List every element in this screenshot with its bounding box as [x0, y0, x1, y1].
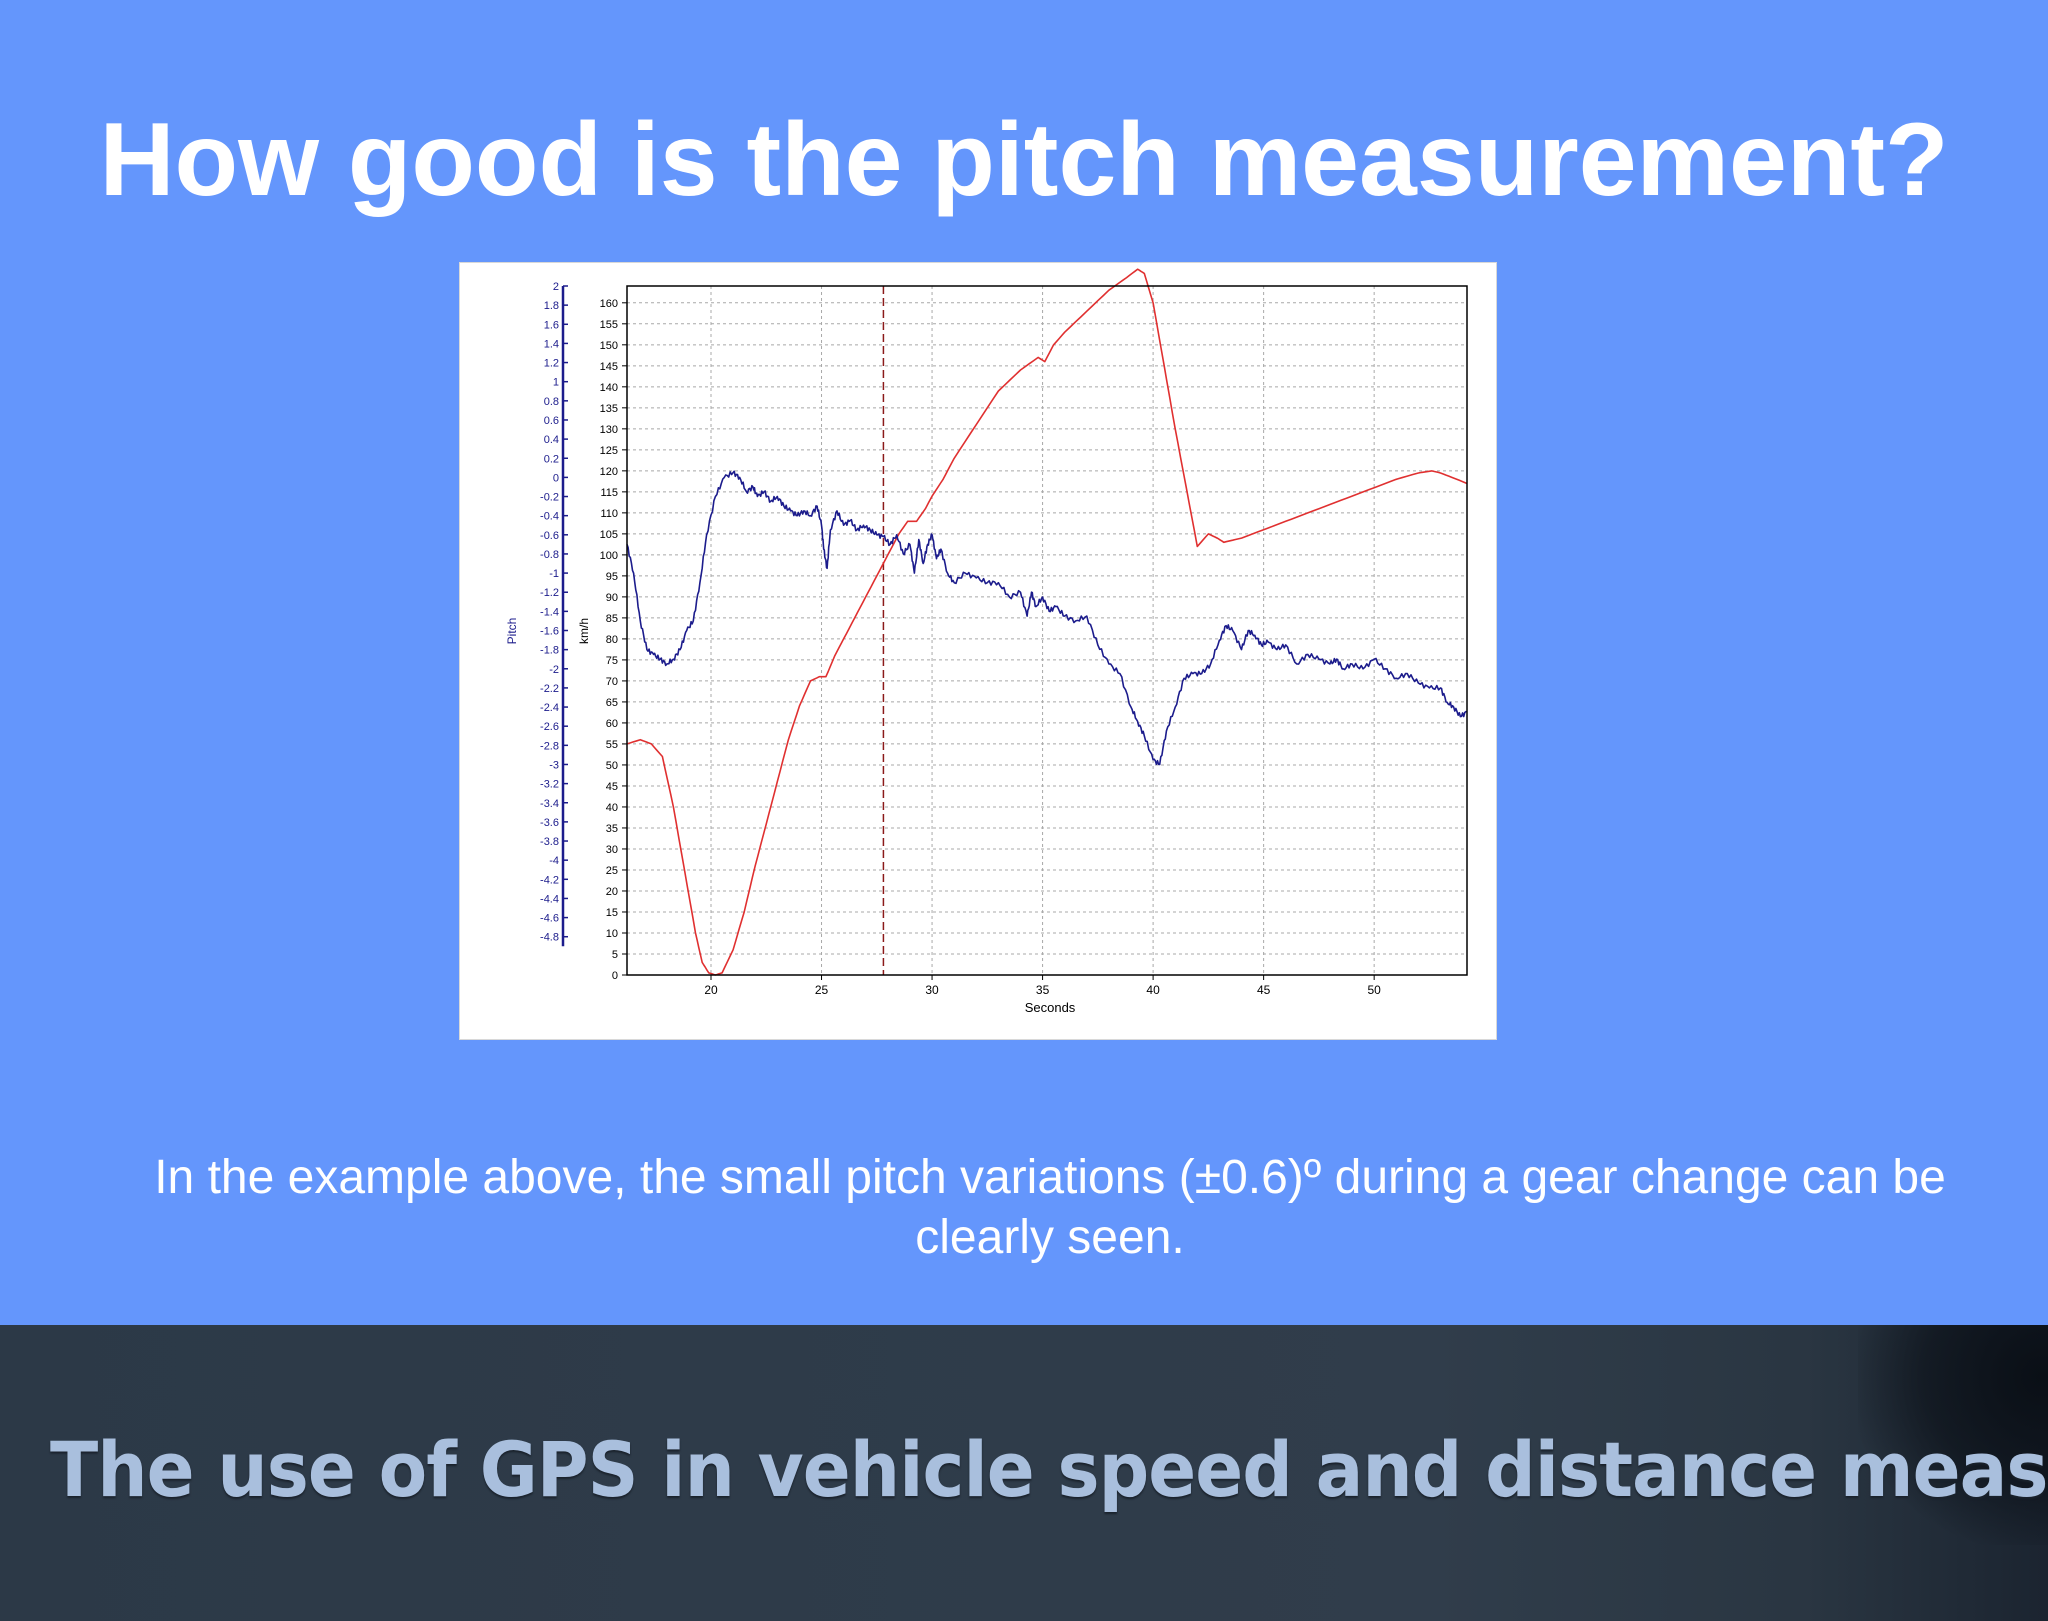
speed-tick-label: 20	[606, 886, 618, 898]
speed-tick-label: 5	[612, 949, 618, 961]
pitch-series-line	[626, 470, 1468, 766]
pitch-tick-label: 1	[553, 377, 559, 389]
pitch-axis-label: Pitch	[505, 618, 519, 645]
speed-tick-label: 140	[600, 382, 618, 394]
speed-tick-label: 30	[606, 844, 618, 856]
pitch-tick-label: -3.2	[540, 779, 559, 791]
x-axis: 20 25 30 35 40 45 50	[704, 975, 1381, 997]
pitch-tick-label: -4.4	[540, 893, 559, 905]
speed-tick-label: 120	[600, 466, 618, 478]
pitch-tick-label: -1.4	[540, 606, 559, 618]
pitch-tick-label: -1.6	[540, 626, 559, 638]
pitch-tick-label: 0.6	[544, 415, 559, 427]
pitch-tick-label: -4.6	[540, 913, 559, 925]
speed-tick-label: 145	[600, 361, 618, 373]
pitch-tick-label: -4.2	[540, 874, 559, 886]
speed-tick-label: 85	[606, 613, 618, 625]
speed-tick-label: 50	[606, 760, 618, 772]
x-tick-label: 20	[704, 983, 718, 997]
pitch-tick-label: -2.8	[540, 740, 559, 752]
speed-tick-label: 80	[606, 634, 618, 646]
speed-tick-label: 160	[600, 298, 618, 310]
speed-tick-label: 75	[606, 655, 618, 667]
pitch-tick-label: -3.4	[540, 798, 559, 810]
pitch-tick-label: 1.6	[544, 319, 559, 331]
speed-tick-label: 15	[606, 907, 618, 919]
speed-tick-label: 115	[600, 487, 618, 499]
line-chart: 2 1.8 1.6 1.4 1.2 1 0.8 0.6 0.4 0.2 0 -0.2 -0.4 -0.6 -…	[505, 268, 1468, 1015]
speed-tick-label: 100	[600, 550, 618, 562]
speed-series-line	[626, 268, 1468, 976]
plot-border	[626, 285, 1468, 976]
speed-tick-label: 0	[612, 970, 618, 982]
speed-tick-label: 95	[606, 571, 618, 583]
series-lines	[626, 268, 1468, 976]
pitch-tick-label: -1.2	[540, 587, 559, 599]
speed-tick-label: 125	[600, 445, 618, 457]
pitch-tick-label: -4.8	[540, 932, 559, 944]
x-axis-label: Seconds	[1025, 1000, 1076, 1015]
pitch-tick-label: -0.2	[540, 492, 559, 504]
speed-tick-label: 135	[600, 403, 618, 415]
speed-tick-label: 110	[600, 508, 618, 520]
pitch-tick-label: -1.8	[540, 645, 559, 657]
pitch-tick-label: -0.8	[540, 549, 559, 561]
footer-shadow-decoration	[1858, 1325, 2048, 1545]
pitch-tick-label: 1.2	[544, 358, 559, 370]
speed-tick-label: 35	[606, 823, 618, 835]
speed-tick-label: 150	[600, 340, 618, 352]
pitch-tick-label: -1	[549, 568, 559, 580]
speed-axis: 1601551501451401351301251201151101051009…	[600, 298, 627, 982]
plot-frame	[626, 285, 1468, 976]
pitch-tick-label: 2	[553, 281, 559, 293]
pitch-tick-label: -3.8	[540, 836, 559, 848]
pitch-tick-label: -0.4	[540, 511, 559, 523]
x-tick-label: 50	[1367, 983, 1381, 997]
pitch-tick-label: 0.8	[544, 396, 559, 408]
pitch-tick-label: 1.4	[544, 338, 559, 350]
speed-tick-label: 105	[600, 529, 618, 541]
pitch-tick-label: -0.6	[540, 530, 559, 542]
pitch-tick-label: -2.6	[540, 721, 559, 733]
chart-panel: 2 1.8 1.6 1.4 1.2 1 0.8 0.6 0.4 0.2 0 -0.2 -0.4 -0.6 -…	[459, 262, 1497, 1040]
pitch-tick-label: 0	[553, 472, 559, 484]
pitch-tick-label: -3	[549, 759, 559, 771]
footer-title: The use of GPS in vehicle speed and dist…	[50, 1425, 2048, 1514]
pitch-tick-label: 0.4	[544, 434, 559, 446]
pitch-tick-label: -4	[549, 855, 559, 867]
speed-tick-label: 55	[606, 739, 618, 751]
speed-tick-label: 90	[606, 592, 618, 604]
footer-banner: The use of GPS in vehicle speed and dist…	[0, 1325, 2048, 1621]
speed-tick-label: 10	[606, 928, 618, 940]
slide-title: How good is the pitch measurement?	[99, 102, 1949, 218]
grid-lines	[627, 286, 1467, 975]
x-tick-label: 30	[925, 983, 939, 997]
speed-tick-label: 155	[600, 319, 618, 331]
pitch-tick-label: 1.8	[544, 300, 559, 312]
x-tick-label: 35	[1036, 983, 1050, 997]
pitch-tick-label: -2	[549, 664, 559, 676]
pitch-axis: 2 1.8 1.6 1.4 1.2 1 0.8 0.6 0.4 0.2 0 -0.2 -0.4 -0.6 -…	[540, 281, 568, 947]
speed-tick-label: 65	[606, 697, 618, 709]
slide-caption: In the example above, the small pitch va…	[154, 1151, 1946, 1264]
pitch-tick-label: 0.2	[544, 453, 559, 465]
pitch-tick-label: -3.6	[540, 817, 559, 829]
x-tick-label: 40	[1146, 983, 1160, 997]
speed-tick-label: 60	[606, 718, 618, 730]
speed-tick-label: 25	[606, 865, 618, 877]
x-tick-label: 45	[1257, 983, 1271, 997]
pitch-tick-label: -2.2	[540, 683, 559, 695]
speed-tick-label: 70	[606, 676, 618, 688]
speed-axis-label: km/h	[577, 618, 591, 644]
pitch-tick-label: -2.4	[540, 702, 559, 714]
speed-tick-label: 130	[600, 424, 618, 436]
speed-tick-label: 45	[606, 781, 618, 793]
speed-tick-label: 40	[606, 802, 618, 814]
x-tick-label: 25	[815, 983, 829, 997]
